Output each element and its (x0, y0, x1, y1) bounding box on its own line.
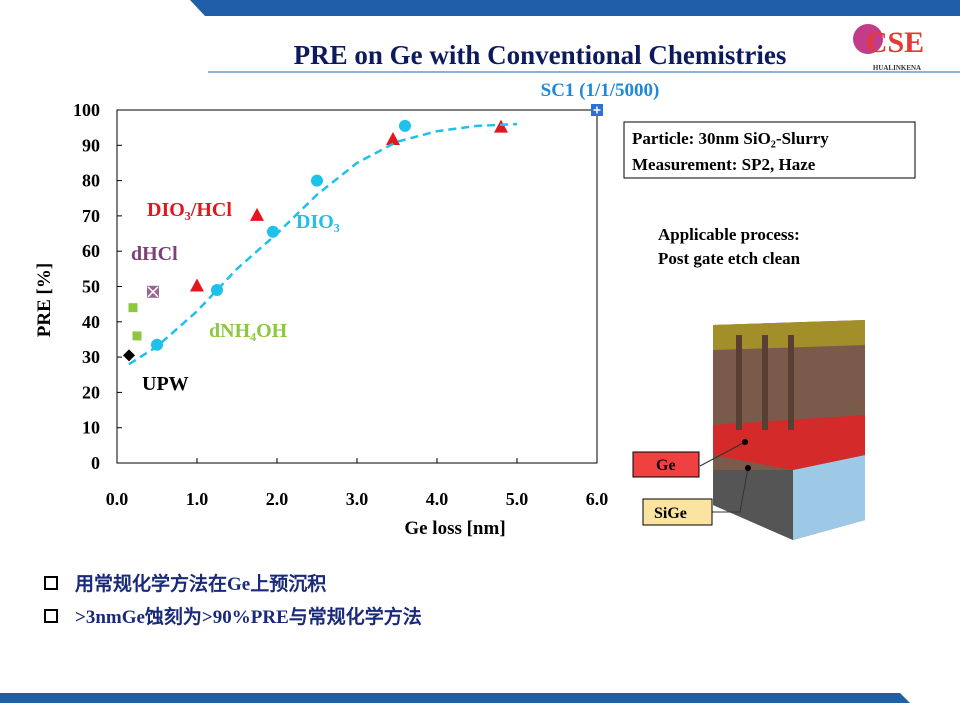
point (386, 132, 400, 146)
info-line: Particle: 30nm SiO₂-Slurry (632, 129, 829, 148)
process-line: Applicable process: (658, 225, 800, 244)
x-tick-label: 1.0 (186, 489, 209, 509)
logo-circle (853, 24, 883, 54)
x-tick-label: 4.0 (426, 489, 449, 509)
x-tick-label: 5.0 (506, 489, 529, 509)
sige-box (642, 498, 713, 526)
bullet (44, 576, 58, 590)
x-tick-label: 6.0 (586, 489, 609, 509)
diagram-label: SiGe (654, 505, 687, 522)
point (128, 303, 138, 313)
trend-line (128, 122, 518, 366)
y-tick-label: 90 (82, 135, 100, 155)
bullet-text: >3nmGe蚀刻为>90%PRE与常规化学方法 (75, 605, 422, 628)
point (250, 207, 264, 221)
top-band (190, 0, 960, 16)
point (123, 349, 135, 362)
bottom-band (0, 693, 910, 703)
diagram-label: Ge (656, 457, 676, 474)
series-label: DIO₃ (296, 211, 340, 233)
logo-sub: HUALINKENA (873, 64, 921, 72)
series-label: dNH₄OH (209, 320, 288, 342)
y-tick-label: 20 (82, 382, 100, 402)
x-axis-label: Ge loss [nm] (404, 518, 505, 539)
point (147, 285, 159, 298)
y-tick-label: 70 (82, 206, 100, 226)
x-tick-label: 3.0 (346, 489, 369, 509)
y-tick-label: 100 (73, 100, 100, 120)
x-tick-label: 2.0 (266, 489, 289, 509)
y-tick-label: 50 (82, 277, 100, 297)
y-tick-label: 40 (82, 312, 100, 332)
series-label: DIO₃/HCl (147, 199, 232, 221)
y-tick-label: 10 (82, 418, 100, 438)
info-line: Measurement: SP2, Haze (632, 155, 816, 174)
device-diagram (699, 320, 865, 540)
title: PRE on Ge with Conventional Chemistries (294, 40, 787, 70)
bullet-text: 用常规化学方法在Ge上预沉积 (75, 572, 326, 595)
point (311, 174, 323, 187)
y-tick-label: 30 (82, 347, 100, 367)
y-tick-label: 60 (82, 241, 100, 261)
y-tick-label: 80 (82, 171, 100, 191)
point (190, 278, 204, 292)
bullet (44, 609, 58, 623)
logo: CSE (866, 26, 924, 59)
point (591, 104, 603, 116)
series-label: dHCl (131, 243, 178, 265)
point (399, 119, 411, 132)
y-axis-label: PRE [%] (34, 263, 55, 337)
process-line: Post gate etch clean (658, 249, 801, 268)
x-tick-label: 0.0 (106, 489, 129, 509)
y-tick-label: 0 (91, 453, 100, 473)
point (494, 119, 508, 133)
series-label: UPW (142, 373, 189, 395)
ge-box (632, 451, 700, 478)
info-box (623, 121, 916, 179)
subtitle: SC1 (1/1/5000) (541, 80, 660, 101)
point (132, 331, 142, 341)
